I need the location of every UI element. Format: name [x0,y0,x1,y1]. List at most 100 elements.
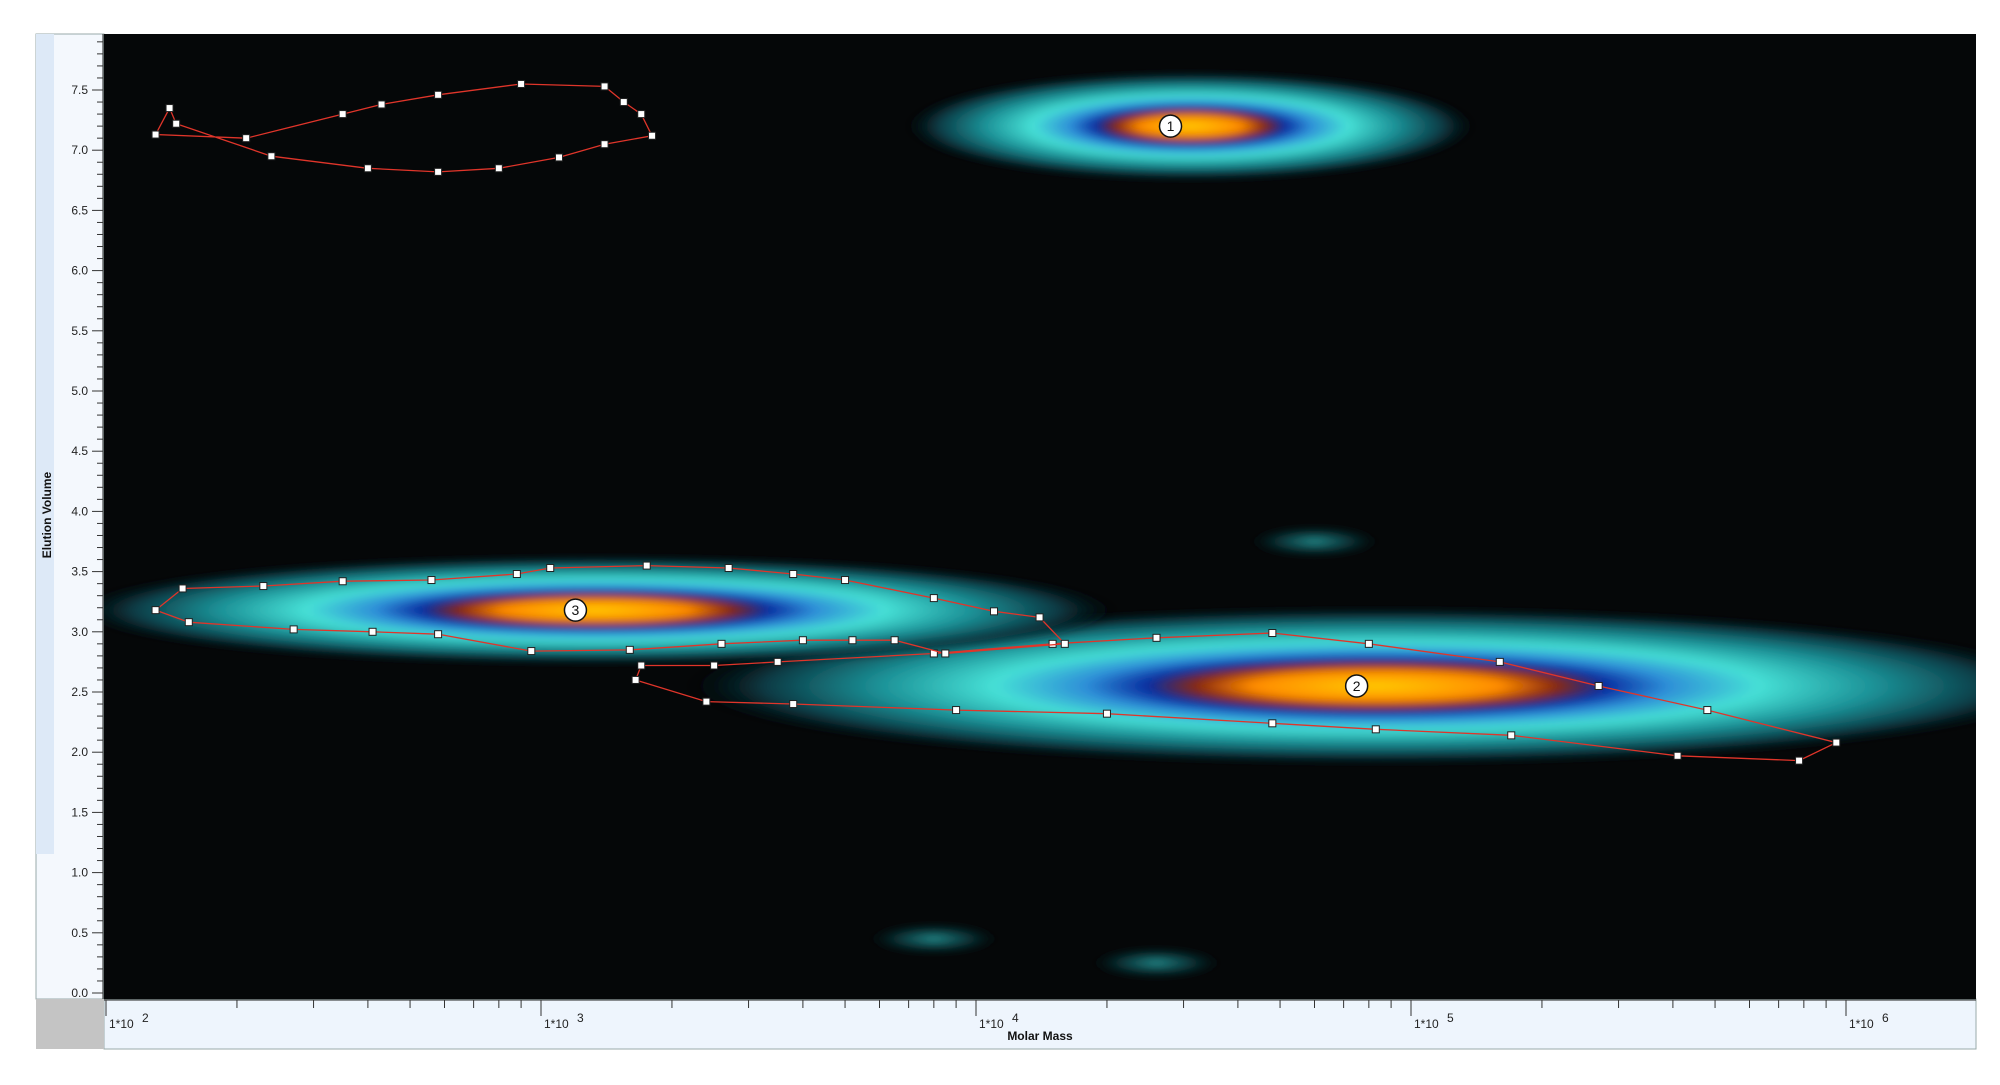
x-axis: 1*10 2 1*10 3 1*10 4 1*10 5 1*10 6 [104,999,1976,1031]
y-tick-label: 7.5 [71,83,88,97]
peak-markers: 1 2 3 [563,114,1369,698]
peak-1-region-handle[interactable] [267,152,276,161]
x-tick-exponent: 3 [577,1011,584,1025]
peak-1-region-handle[interactable] [517,79,526,88]
peak-1-region-handle[interactable] [434,167,443,176]
peak-1-region-handle[interactable] [242,134,251,143]
x-tick-label: 1*10 [544,1017,569,1031]
peak-1-region-handle[interactable] [434,90,443,99]
peak-3-region-handle[interactable] [184,618,193,627]
peak-3-region-handle[interactable] [724,563,733,572]
peak-3-region-handle[interactable] [427,576,436,585]
peak-3-region-handle[interactable] [642,561,651,570]
x-axis-panel [103,998,1977,1050]
peak-2-region-handle[interactable] [1507,731,1516,740]
peak-1-region-handle[interactable] [648,131,657,140]
peak-regions [151,79,1841,765]
x-tick-label: 1*10 [979,1017,1004,1031]
peak-1-region-handle[interactable] [172,119,181,128]
peak-1-region-handle[interactable] [555,153,564,162]
y-tick-label: 0.5 [71,926,88,940]
peak-2-region-handle[interactable] [1102,709,1111,718]
peak-3-region-handle[interactable] [890,636,899,645]
peak-2-region-handle[interactable] [952,706,961,715]
x-tick-label: 1*10 [1414,1017,1439,1031]
peak-3-region-handle[interactable] [178,584,187,593]
peak-3-region-handle[interactable] [527,647,536,656]
peak-2-region-handle[interactable] [1268,719,1277,728]
peak-3-region-handle[interactable] [1035,613,1044,622]
peak-2-intensity [680,606,1976,766]
peak-1-region-handle[interactable] [363,164,372,173]
y-tick-label: 2.5 [71,685,88,699]
peak-1-region-handle[interactable] [151,130,160,139]
peak-3-region-handle[interactable] [338,577,347,586]
peak-3-region-handle[interactable] [434,630,443,639]
y-tick-label: 3.5 [71,565,88,579]
peak-1-region-handle[interactable] [338,110,347,119]
peak-2-region-handle[interactable] [773,657,782,666]
intensity-map [104,71,1976,979]
peak-1-region-handle[interactable] [637,110,646,119]
peak-3-region-handle[interactable] [841,576,850,585]
peak-2-region-handle[interactable] [1673,751,1682,760]
peak-2-region-handle[interactable] [1795,756,1804,765]
y-axis: 0.0 0.5 1.0 1.5 2.0 2.5 3.0 3.5 4.0 4.5 5.0 5.5 6.0 6… [71,34,104,1000]
peak-3-region-handle[interactable] [151,606,160,615]
peak-1-region-handle[interactable] [600,140,609,149]
peak-1-region-handle[interactable] [165,104,174,113]
peak-1-marker-label: 1 [1167,118,1175,134]
peak-3-region-handle[interactable] [798,636,807,645]
peak-2-region-handle[interactable] [1048,639,1057,648]
peak-3-region-handle[interactable] [1060,639,1069,648]
peak-2-marker[interactable] [1344,674,1369,698]
peak-2-region-handle[interactable] [1832,738,1841,747]
peak-3-region-handle[interactable] [289,625,298,634]
x-tick-exponent: 5 [1447,1011,1454,1025]
peak-3-region-handle[interactable] [929,594,938,603]
peak-1-region-handle[interactable] [619,98,628,107]
peak-3-region-handle[interactable] [512,570,521,579]
peak-2-region-handle[interactable] [1703,706,1712,715]
peak-1-region-handle[interactable] [377,100,386,109]
peak-2-region-handle[interactable] [637,661,646,670]
peak-1-region-handle[interactable] [494,164,503,173]
peak-2-region-handle[interactable] [631,675,640,684]
y-tick-label: 6.0 [71,264,88,278]
peak-3-region-handle[interactable] [717,639,726,648]
faint-spot-2 [1086,946,1227,979]
y-tick-label: 3.0 [71,625,88,639]
plot-area [104,34,1976,999]
peak-2-region-handle[interactable] [1371,725,1380,734]
peak-2-region-handle[interactable] [702,697,711,706]
peak-2-region-handle[interactable] [1268,629,1277,638]
peak-3-region-handle[interactable] [990,607,999,616]
peak-3-region-handle[interactable] [848,636,857,645]
y-axis-highlight [36,34,54,854]
peak-3-marker[interactable] [563,598,588,622]
peak-2-region-handle[interactable] [1364,639,1373,648]
y-tick-label: 0.0 [71,986,88,1000]
peak-3-region-handle[interactable] [941,649,950,658]
peak-2-region-handle[interactable] [1594,681,1603,690]
y-tick-label: 4.5 [71,444,88,458]
peak-3-region-handle[interactable] [625,645,634,654]
peak-2-region-handle[interactable] [710,661,719,670]
y-tick-label: 7.0 [71,143,88,157]
y-axis-title: Elution Volume [40,471,54,558]
peak-2-region-handle[interactable] [1152,633,1161,642]
peak-3-marker-label: 3 [572,602,580,618]
peak-2-region-handle[interactable] [789,700,798,709]
peak-3-region-handle[interactable] [546,563,555,572]
y-tick-label: 5.0 [71,384,88,398]
peak-1-marker[interactable] [1158,114,1183,138]
peak-2-region-handle[interactable] [1495,657,1504,666]
peak-1-region-handle[interactable] [600,82,609,91]
peak-3-region-handle[interactable] [368,627,377,636]
x-tick-label: 1*10 [109,1017,134,1031]
peak-3-region-handle[interactable] [259,582,268,591]
peak-3-region-handle[interactable] [789,570,798,579]
x-tick-label: 1*10 [1849,1017,1874,1031]
peak-2-marker-label: 2 [1353,678,1361,694]
